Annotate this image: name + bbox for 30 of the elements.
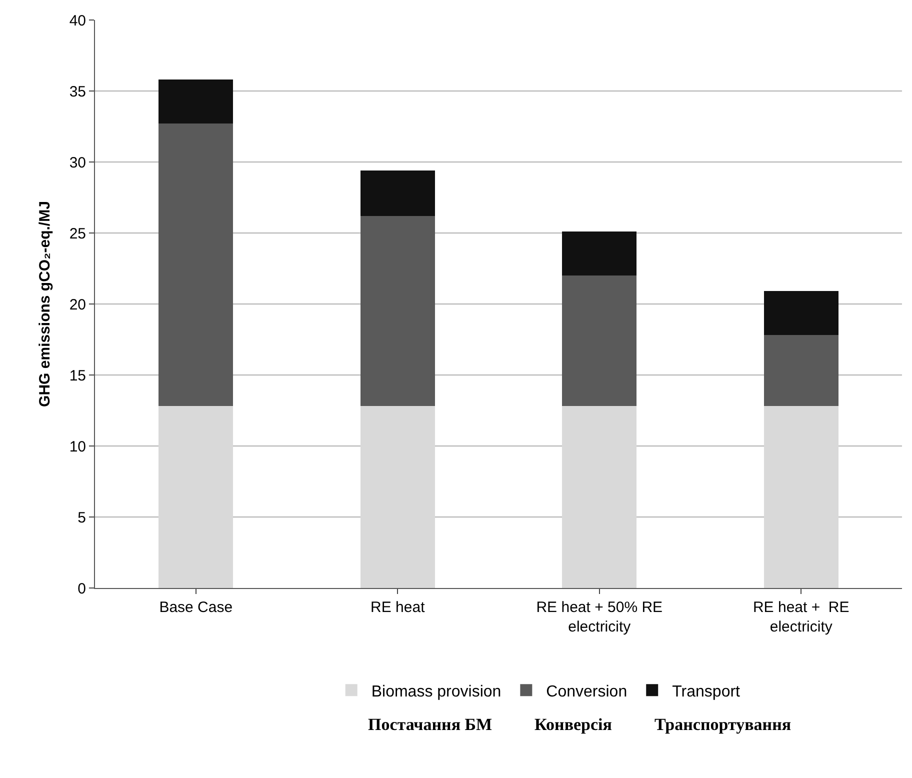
y-tick-label: 10 xyxy=(69,438,86,456)
bar xyxy=(360,170,435,216)
y-tick-label: 25 xyxy=(69,225,86,242)
x-tick-label: RE heat + RE electricity xyxy=(752,599,850,636)
x-tick-label: Base Case xyxy=(159,599,233,616)
bar xyxy=(360,216,435,406)
legend-label: Transport xyxy=(672,683,741,700)
y-tick-label: 40 xyxy=(69,12,86,30)
bar xyxy=(562,276,637,406)
bar xyxy=(562,232,637,276)
bar xyxy=(562,406,637,588)
y-axis-title: GHG emissions gCO₂-eq./MJ xyxy=(36,201,54,407)
bar xyxy=(764,291,838,336)
y-tick-label: 20 xyxy=(69,296,86,314)
y-tick-label: 30 xyxy=(69,154,86,172)
bar xyxy=(158,124,234,406)
bar xyxy=(764,406,838,588)
text: Постачання БМ Конверсія Транспортування xyxy=(368,715,792,734)
x-tick-label: RE heat + 50% RE electricity xyxy=(536,599,663,636)
y-tick-label: 5 xyxy=(78,509,86,526)
y-tick-label: 15 xyxy=(69,367,86,384)
legend-label: Conversion xyxy=(546,683,628,700)
legend-label: Biomass provision xyxy=(371,683,502,700)
bar xyxy=(764,335,838,406)
bar xyxy=(158,406,234,588)
x-tick-label: RE heat xyxy=(370,599,426,616)
y-tick-label: 0 xyxy=(78,580,86,598)
bar xyxy=(158,80,234,124)
y-tick-label: 35 xyxy=(69,83,86,100)
bar xyxy=(360,406,435,588)
